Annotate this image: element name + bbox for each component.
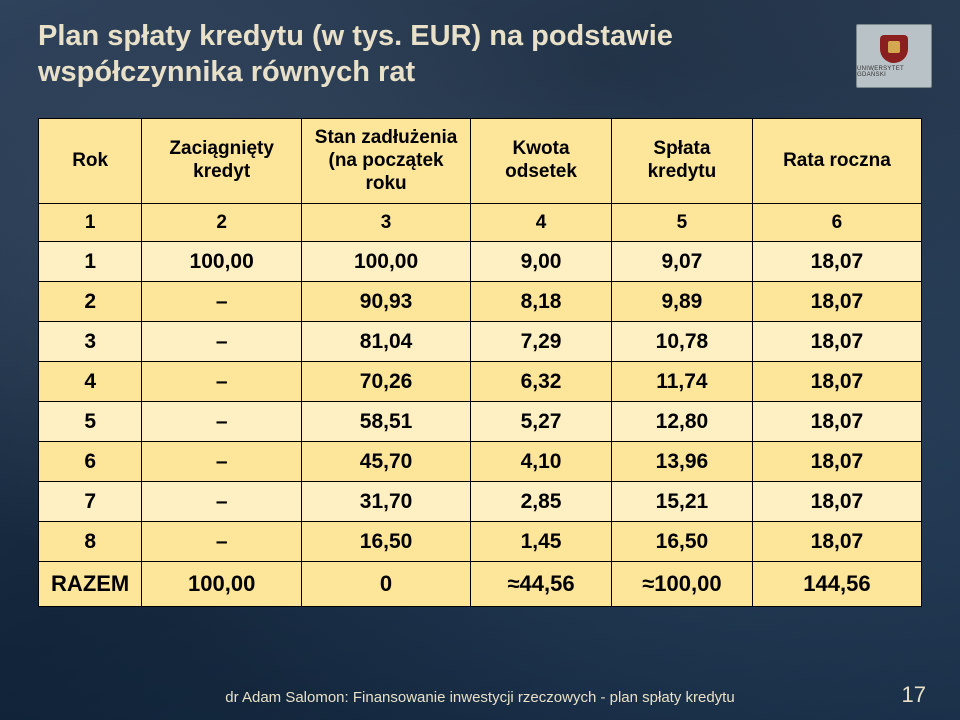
cell: 3: [39, 322, 142, 362]
slide: UNIWERSYTET GDAŃSKI Plan spłaty kredytu …: [0, 0, 960, 720]
cell: 100,00: [142, 242, 302, 282]
cell: 6,32: [471, 362, 612, 402]
subheader-row: 1 2 3 4 5 6: [39, 204, 922, 242]
cell: 58,51: [302, 402, 471, 442]
slide-title: Plan spłaty kredytu (w tys. EUR) na pods…: [38, 18, 820, 91]
table-body: 1 2 3 4 5 6 1100,00100,009,009,0718,072–…: [39, 204, 922, 562]
cell: 45,70: [302, 442, 471, 482]
cell: –: [142, 402, 302, 442]
cell: 4: [39, 362, 142, 402]
title-line-1: Plan spłaty kredytu (w tys. EUR) na pods…: [38, 20, 673, 52]
cell: 8: [39, 522, 142, 562]
col-header: Rata roczna: [752, 119, 921, 204]
header-row: Rok Zaciągnięty kredyt Stan zadłużenia (…: [39, 119, 922, 204]
cell: RAZEM: [39, 562, 142, 607]
cell: 10,78: [611, 322, 752, 362]
cell: 5: [611, 204, 752, 242]
cell: 18,07: [752, 402, 921, 442]
shield-icon: [880, 35, 908, 63]
cell: 18,07: [752, 242, 921, 282]
cell: –: [142, 322, 302, 362]
cell: 2: [142, 204, 302, 242]
cell: 6: [752, 204, 921, 242]
cell: ≈44,56: [471, 562, 612, 607]
cell: 18,07: [752, 322, 921, 362]
loan-table: Rok Zaciągnięty kredyt Stan zadłużenia (…: [38, 118, 922, 607]
table-row: 8–16,501,4516,5018,07: [39, 522, 922, 562]
cell: –: [142, 282, 302, 322]
cell: –: [142, 362, 302, 402]
cell: 144,56: [752, 562, 921, 607]
cell: 9,89: [611, 282, 752, 322]
cell: 7: [39, 482, 142, 522]
col-header: Stan zadłużenia (na początek roku: [302, 119, 471, 204]
cell: 1,45: [471, 522, 612, 562]
cell: 81,04: [302, 322, 471, 362]
cell: 11,74: [611, 362, 752, 402]
university-logo: UNIWERSYTET GDAŃSKI: [856, 24, 932, 88]
cell: 15,21: [611, 482, 752, 522]
table-row: 5–58,515,2712,8018,07: [39, 402, 922, 442]
cell: 4,10: [471, 442, 612, 482]
footer-row: RAZEM 100,00 0 ≈44,56 ≈100,00 144,56: [39, 562, 922, 607]
cell: 18,07: [752, 362, 921, 402]
cell: 12,80: [611, 402, 752, 442]
cell: 18,07: [752, 442, 921, 482]
cell: ≈100,00: [611, 562, 752, 607]
cell: 3: [302, 204, 471, 242]
cell: 18,07: [752, 522, 921, 562]
cell: 6: [39, 442, 142, 482]
table-row: 7–31,702,8515,2118,07: [39, 482, 922, 522]
table-row: 6–45,704,1013,9618,07: [39, 442, 922, 482]
table-foot: RAZEM 100,00 0 ≈44,56 ≈100,00 144,56: [39, 562, 922, 607]
cell: 5,27: [471, 402, 612, 442]
cell: 100,00: [142, 562, 302, 607]
cell: 70,26: [302, 362, 471, 402]
cell: 9,00: [471, 242, 612, 282]
slide-footer: dr Adam Salomon: Finansowanie inwestycji…: [0, 689, 960, 706]
cell: 9,07: [611, 242, 752, 282]
cell: 2,85: [471, 482, 612, 522]
table-row: 4–70,266,3211,7418,07: [39, 362, 922, 402]
col-header: Rok: [39, 119, 142, 204]
col-header: Kwota odsetek: [471, 119, 612, 204]
cell: 16,50: [611, 522, 752, 562]
page-number: 17: [902, 682, 926, 708]
table-row: 2–90,938,189,8918,07: [39, 282, 922, 322]
cell: 31,70: [302, 482, 471, 522]
table-row: 3–81,047,2910,7818,07: [39, 322, 922, 362]
cell: 7,29: [471, 322, 612, 362]
col-header: Zaciągnięty kredyt: [142, 119, 302, 204]
cell: 1: [39, 242, 142, 282]
cell: 4: [471, 204, 612, 242]
cell: 90,93: [302, 282, 471, 322]
cell: 100,00: [302, 242, 471, 282]
cell: –: [142, 442, 302, 482]
cell: 5: [39, 402, 142, 442]
cell: 18,07: [752, 282, 921, 322]
logo-caption: UNIWERSYTET GDAŃSKI: [857, 66, 931, 78]
cell: 2: [39, 282, 142, 322]
cell: 1: [39, 204, 142, 242]
cell: 8,18: [471, 282, 612, 322]
cell: –: [142, 482, 302, 522]
table-container: Rok Zaciągnięty kredyt Stan zadłużenia (…: [38, 118, 922, 607]
table-head: Rok Zaciągnięty kredyt Stan zadłużenia (…: [39, 119, 922, 204]
title-line-2: współczynnika równych rat: [38, 56, 415, 88]
col-header: Spłata kredytu: [611, 119, 752, 204]
table-row: 1100,00100,009,009,0718,07: [39, 242, 922, 282]
cell: 18,07: [752, 482, 921, 522]
cell: 13,96: [611, 442, 752, 482]
cell: 16,50: [302, 522, 471, 562]
cell: 0: [302, 562, 471, 607]
cell: –: [142, 522, 302, 562]
